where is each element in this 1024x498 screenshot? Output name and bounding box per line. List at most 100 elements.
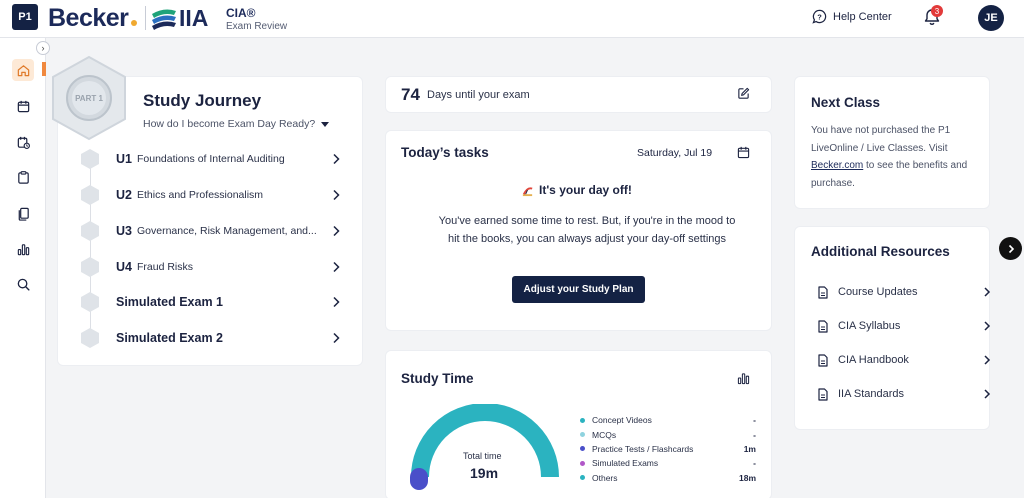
notification-count-badge: 3 [931, 5, 943, 17]
legend-label: Others [592, 472, 618, 483]
bar-chart-icon [17, 243, 29, 255]
nav-tasks[interactable] [12, 166, 34, 188]
total-time-label: Total time [463, 451, 502, 461]
calendar-icon [17, 100, 29, 112]
search-icon [17, 278, 30, 291]
next-class-text-before: You have not purchased the P1 LiveOnline… [811, 125, 951, 154]
svg-text:?: ? [817, 12, 822, 21]
hexagon-icon [81, 257, 99, 277]
journey-unit-u2[interactable]: U2 Ethics and Professionalism [80, 184, 342, 206]
nav-flashcards[interactable] [12, 202, 34, 224]
additional-resources-title: Additional Resources [811, 244, 950, 259]
caret-down-icon [321, 121, 330, 127]
unit-name: Governance, Risk Management, and... [136, 225, 317, 237]
iia-logo-icon [152, 9, 176, 30]
adjust-study-plan-button[interactable]: Adjust your Study Plan [512, 276, 645, 303]
chevron-right-icon [333, 189, 340, 201]
user-avatar[interactable]: JE [978, 5, 1004, 31]
document-icon [818, 387, 828, 401]
chevron-right-icon [984, 355, 991, 365]
chevron-right-icon [333, 332, 340, 344]
journey-unit-u1[interactable]: U1 Foundations of Internal Auditing [80, 148, 342, 170]
resource-iia-standards[interactable]: IIA Standards [817, 386, 992, 402]
help-center-label: Help Center [833, 10, 892, 23]
legend-item: Concept Videos - [580, 413, 756, 427]
legend-item: MCQs - [580, 427, 756, 441]
legend-item: Simulated Exams - [580, 456, 756, 470]
bar-chart-icon[interactable] [737, 372, 750, 385]
logo-divider [145, 6, 146, 30]
unit-code: U2 [116, 188, 132, 202]
hexagon-icon [81, 185, 99, 205]
gauge-arc-others [411, 404, 559, 478]
day-off-title: It's your day off! [539, 183, 632, 197]
study-time-legend: Concept Videos - MCQs - Practice Tests /… [580, 413, 756, 485]
simulated-exam-label: Simulated Exam 1 [116, 295, 223, 309]
unit-code: U3 [116, 224, 132, 238]
exam-ready-label: How do I become Exam Day Ready? [143, 118, 316, 130]
tasks-date: Saturday, Jul 19 [637, 147, 713, 159]
left-sidebar [0, 38, 46, 498]
resource-cia-syllabus[interactable]: CIA Syllabus [817, 318, 992, 334]
hexagon-icon [81, 149, 99, 169]
becker-logo-dot [131, 20, 137, 26]
legend-dot [580, 417, 585, 423]
exam-ready-dropdown[interactable]: How do I become Exam Day Ready? [143, 118, 330, 130]
chevron-right-icon [333, 225, 340, 237]
part-1-hex-badge: PART 1 [52, 55, 126, 141]
journey-unit-u3[interactable]: U3 Governance, Risk Management, and... [80, 220, 342, 242]
top-header: P1 Becker IIA CIA® Exam Review ? Help Ce… [0, 0, 1024, 38]
nav-search[interactable] [12, 273, 34, 295]
p1-logo[interactable]: P1 [12, 4, 38, 30]
legend-label: Simulated Exams [592, 458, 659, 469]
legend-label: Concept Videos [592, 415, 652, 426]
journey-simulated-exam-1[interactable]: Simulated Exam 1 [80, 291, 342, 313]
day-off-message: You've earned some time to rest. But, if… [438, 215, 736, 245]
next-class-text-after: to see the benefits and purchase. [811, 160, 968, 189]
resource-label: IIA Standards [838, 388, 905, 400]
chevron-right-icon [333, 153, 340, 165]
becker-com-link[interactable]: Becker.com [811, 160, 864, 171]
legend-value: 1m [743, 443, 756, 454]
becker-logo[interactable]: Becker [48, 4, 129, 32]
resource-label: Course Updates [838, 286, 918, 298]
sidebar-expand-button[interactable]: › [36, 41, 50, 55]
journey-unit-u4[interactable]: U4 Fraud Risks [80, 256, 342, 278]
help-center-link[interactable]: ? Help Center [812, 9, 892, 24]
nav-performance[interactable] [12, 238, 34, 260]
edit-icon[interactable] [737, 87, 750, 100]
unit-code: U1 [116, 152, 132, 166]
chevron-right-icon [984, 389, 991, 399]
study-time-gauge [410, 404, 559, 490]
next-class-card [794, 76, 990, 209]
legend-dot [580, 475, 585, 481]
document-icon [818, 285, 828, 299]
study-time-title: Study Time [401, 371, 474, 386]
beach-ball-icon [522, 186, 533, 196]
resource-cia-handbook[interactable]: CIA Handbook [817, 352, 992, 368]
legend-label: Practice Tests / Flashcards [592, 443, 694, 454]
calendar-check-icon [17, 136, 30, 149]
document-icon [818, 319, 828, 333]
chevron-right-icon [984, 321, 991, 331]
legend-value: - [753, 415, 756, 426]
days-until-exam-count: 74 [401, 85, 420, 104]
unit-name: Foundations of Internal Auditing [136, 153, 285, 165]
days-until-exam-label: Days until your exam [427, 89, 530, 101]
total-time-value: 19m [470, 465, 499, 481]
nav-active-indicator [42, 62, 46, 76]
product-subtitle: Exam Review [226, 21, 288, 32]
nav-schedule[interactable] [12, 131, 34, 153]
resource-course-updates[interactable]: Course Updates [817, 284, 992, 300]
iia-logo-text: IIA [179, 5, 209, 31]
nav-home[interactable] [12, 59, 34, 81]
legend-value: 18m [738, 472, 756, 483]
hexagon-icon [81, 328, 99, 348]
carousel-next-button[interactable] [999, 237, 1022, 260]
hexagon-icon [81, 221, 99, 241]
legend-item: Others 18m [580, 471, 756, 485]
nav-calendar[interactable] [12, 95, 34, 117]
calendar-icon[interactable] [737, 146, 750, 159]
legend-label: MCQs [592, 429, 617, 440]
journey-simulated-exam-2[interactable]: Simulated Exam 2 [80, 327, 342, 349]
